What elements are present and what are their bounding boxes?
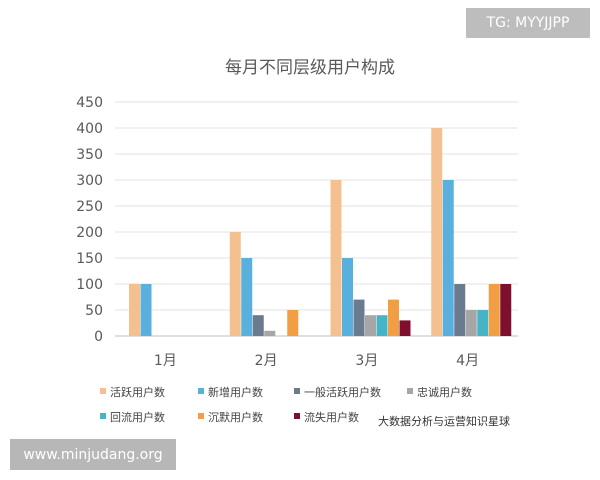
watermark-bottom: www.minjudang.org [10, 439, 176, 470]
y-tick-label: 450 [76, 95, 103, 111]
y-tick-label: 300 [76, 173, 103, 189]
bar [399, 320, 411, 336]
bar [442, 180, 454, 336]
bar [330, 180, 342, 336]
y-tick-label: 150 [76, 251, 103, 267]
bar [229, 232, 241, 336]
legend-label: 忠诚用户数 [417, 385, 472, 399]
legend-label: 活跃用户数 [110, 385, 165, 399]
y-tick-label: 0 [94, 329, 103, 345]
bar [376, 315, 388, 336]
bar [388, 299, 399, 336]
bars [129, 128, 512, 336]
legend-label: 回流用户数 [110, 410, 165, 424]
legend-swatch [100, 388, 106, 394]
bar [287, 310, 299, 336]
watermark-top: TG: MYYJJPP [466, 8, 590, 38]
legend-label: 流失用户数 [304, 410, 359, 424]
legend-swatch [198, 413, 204, 419]
bar [500, 284, 512, 336]
y-tick-label: 100 [76, 277, 103, 293]
chart-title: 每月不同层级用户构成 [225, 58, 395, 78]
legend-swatch [100, 413, 106, 419]
x-tick-label: 4月 [456, 353, 479, 369]
legend-label: 新增用户数 [208, 385, 263, 399]
bar [488, 284, 500, 336]
legend-label: 一般活跃用户数 [304, 385, 381, 399]
legend-swatch [407, 388, 413, 394]
legend-swatch [294, 413, 300, 419]
y-axis-ticks: 0 50 100 150 200 250 300 350 400 450 [76, 95, 103, 345]
x-tick-label: 2月 [255, 353, 278, 369]
bar [129, 284, 140, 336]
y-tick-label: 50 [85, 303, 103, 319]
bar [465, 310, 477, 336]
bar [342, 258, 353, 336]
y-tick-label: 350 [76, 147, 103, 163]
bar [365, 315, 376, 336]
bar [477, 310, 489, 336]
y-tick-label: 250 [76, 199, 103, 215]
legend-swatch [198, 388, 204, 394]
x-tick-label: 3月 [355, 353, 378, 369]
x-axis-ticks: 1月 2月 3月 4月 [154, 353, 479, 369]
bar [140, 284, 152, 336]
bar [252, 315, 264, 336]
bar [431, 128, 443, 336]
bar [454, 284, 466, 336]
legend-swatch [294, 388, 300, 394]
y-tick-label: 200 [76, 225, 103, 241]
y-tick-label: 400 [76, 121, 103, 137]
watermark-overlay: 大数据分析与运营知识星球 [378, 414, 510, 428]
x-tick-label: 1月 [154, 353, 177, 369]
bar [353, 299, 365, 336]
bar [264, 330, 276, 336]
bar [241, 258, 253, 336]
legend-label: 沉默用户数 [208, 410, 263, 424]
